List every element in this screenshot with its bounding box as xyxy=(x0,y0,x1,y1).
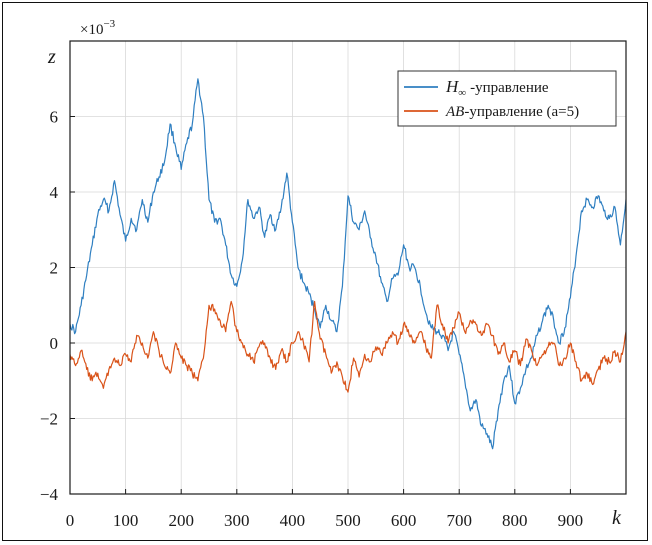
legend-ab-label: -управление (a=5) xyxy=(464,104,579,120)
x-axis-ticks: 0 100 200 300 400 500 600 700 800 900 xyxy=(66,489,583,530)
legend-ab-prefix: AB xyxy=(445,104,464,120)
legend-entry-ab: AB-управление (a=5) xyxy=(445,104,579,120)
x-tick-label: 100 xyxy=(113,511,139,530)
legend-hinf-label: -управление xyxy=(470,80,549,96)
y-axis-ticks: −4 −2 0 2 4 6 xyxy=(40,108,75,504)
x-tick-label: 400 xyxy=(280,511,306,530)
series-line-1 xyxy=(70,300,626,393)
legend-box xyxy=(397,70,617,127)
y-multiplier: ×10−3 xyxy=(80,18,116,38)
x-tick-label: 300 xyxy=(224,511,250,530)
x-tick-label: 900 xyxy=(558,511,584,530)
x-tick-label: 600 xyxy=(391,511,417,530)
y-tick-label: 4 xyxy=(50,183,59,202)
legend-hinf-symbol: H xyxy=(445,77,460,96)
legend: H∞ -управление AB-управление (a=5) xyxy=(397,70,617,127)
x-tick-label: 700 xyxy=(446,511,472,530)
series-layer xyxy=(70,78,626,450)
x-tick-label: 0 xyxy=(66,511,75,530)
legend-hinf-subscript: ∞ xyxy=(458,87,466,99)
x-tick-label: 500 xyxy=(335,511,361,530)
y-tick-label: −4 xyxy=(40,485,59,504)
y-axis-label: z xyxy=(47,46,56,68)
y-multiplier-base: ×10 xyxy=(80,22,103,38)
y-tick-label: 6 xyxy=(50,108,59,127)
x-tick-label: 200 xyxy=(168,511,194,530)
y-tick-label: 2 xyxy=(50,259,59,278)
x-tick-label: 800 xyxy=(502,511,528,530)
y-tick-label: −2 xyxy=(40,410,58,429)
y-tick-label: 0 xyxy=(50,334,59,353)
legend-entry-hinf: H∞ -управление xyxy=(445,77,549,99)
y-multiplier-exponent: −3 xyxy=(103,18,115,30)
x-axis-label: k xyxy=(612,507,622,529)
series-line-0 xyxy=(70,78,626,450)
